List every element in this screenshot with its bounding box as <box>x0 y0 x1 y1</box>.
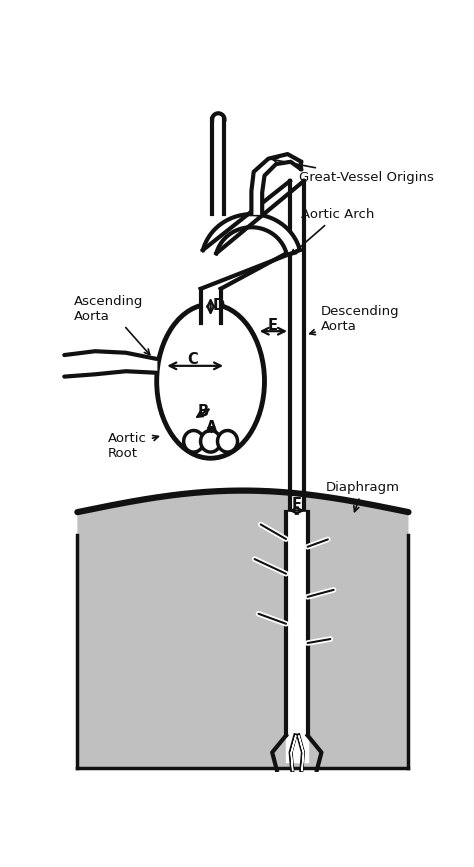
Polygon shape <box>268 154 291 164</box>
Polygon shape <box>126 353 157 373</box>
Text: Ascending
Aorta: Ascending Aorta <box>74 295 150 355</box>
Polygon shape <box>77 491 409 768</box>
Text: F: F <box>292 497 302 512</box>
Text: C: C <box>188 352 198 368</box>
Text: Descending
Aorta: Descending Aorta <box>310 304 399 335</box>
Text: Aortic Arch: Aortic Arch <box>291 208 374 255</box>
Polygon shape <box>251 191 262 214</box>
Polygon shape <box>288 154 301 169</box>
Text: D: D <box>212 298 224 313</box>
Polygon shape <box>95 351 126 375</box>
Text: A: A <box>206 420 217 435</box>
Text: Great-Vessel Origins: Great-Vessel Origins <box>273 158 434 184</box>
Polygon shape <box>251 172 264 192</box>
Polygon shape <box>64 351 95 376</box>
Ellipse shape <box>218 431 237 452</box>
Ellipse shape <box>183 431 204 452</box>
Text: Aortic
Root: Aortic Root <box>108 432 158 460</box>
Text: B: B <box>197 404 209 419</box>
Ellipse shape <box>201 431 220 452</box>
Text: Diaphragm: Diaphragm <box>326 480 400 512</box>
Ellipse shape <box>157 304 264 459</box>
Polygon shape <box>203 214 300 253</box>
Polygon shape <box>254 159 276 176</box>
Text: E: E <box>268 317 278 333</box>
